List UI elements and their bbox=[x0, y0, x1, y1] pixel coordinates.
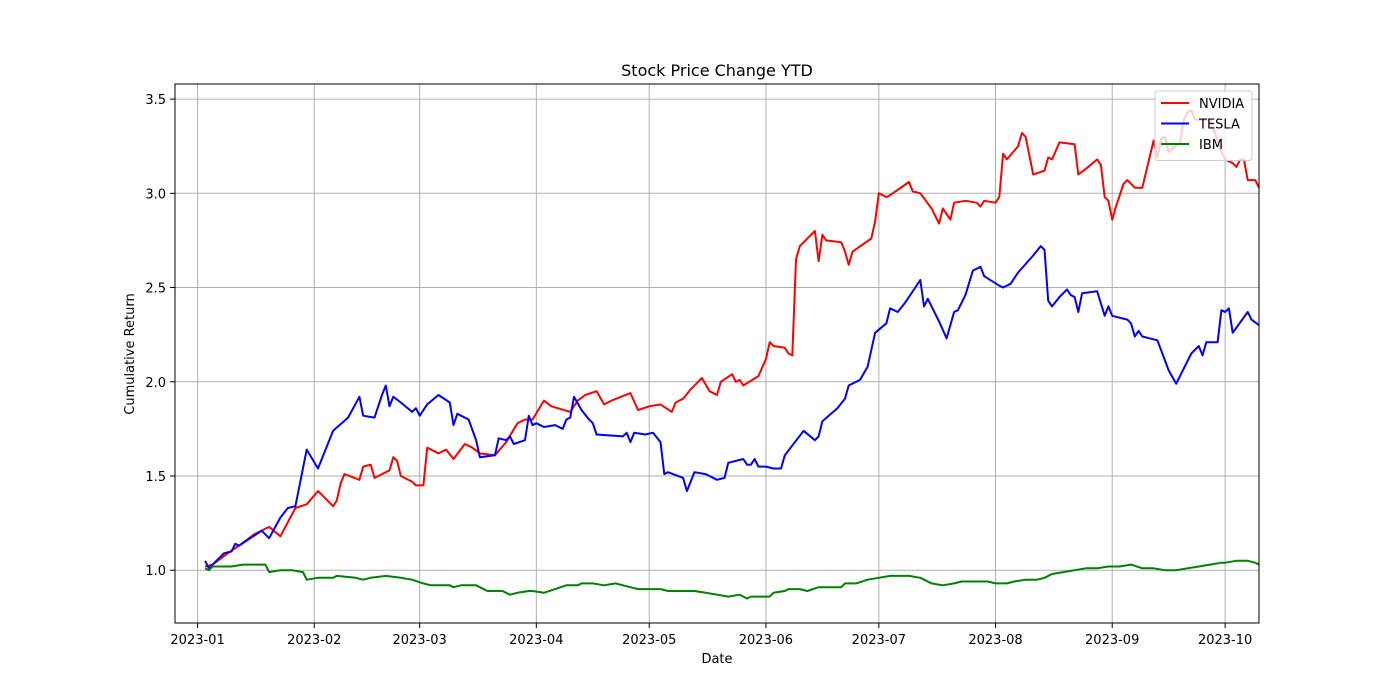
series-line-tesla bbox=[204, 245, 1260, 570]
x-tick-label: 2023-10 bbox=[1198, 633, 1252, 648]
series-line-nvidia bbox=[204, 109, 1260, 568]
series-group bbox=[204, 109, 1260, 600]
x-axis-label: Date bbox=[701, 652, 732, 667]
y-tick-label: 2.0 bbox=[145, 376, 166, 391]
x-tick-label: 2023-01 bbox=[170, 633, 224, 648]
chart-title: Stock Price Change YTD bbox=[621, 61, 813, 80]
x-tick-label: 2023-09 bbox=[1085, 633, 1139, 648]
legend: NVIDIA TESLA IBM bbox=[1154, 90, 1253, 161]
y-tick-label: 1.5 bbox=[145, 470, 166, 485]
legend-label-tesla: TESLA bbox=[1198, 118, 1240, 133]
plot-frame bbox=[174, 83, 1260, 624]
legend-label-ibm: IBM bbox=[1199, 138, 1223, 153]
x-tick-label: 2023-02 bbox=[287, 633, 341, 648]
series-line-ibm bbox=[204, 559, 1260, 600]
y-tick-label: 2.5 bbox=[145, 282, 166, 297]
legend-label-nvidia: NVIDIA bbox=[1199, 97, 1244, 112]
x-axis: 2023-01 2023-02 2023-03 2023-04 2023-05 2023-… bbox=[170, 623, 1252, 648]
x-tick-label: 2023-03 bbox=[392, 633, 446, 648]
x-tick-label: 2023-07 bbox=[852, 633, 906, 648]
x-tick-label: 2023-06 bbox=[739, 633, 793, 648]
y-tick-label: 3.0 bbox=[145, 187, 166, 202]
y-tick-label: 1.0 bbox=[145, 564, 166, 579]
y-axis-label: Cumulative Return bbox=[123, 293, 138, 414]
x-tick-label: 2023-04 bbox=[509, 633, 563, 648]
x-tick-label: 2023-08 bbox=[968, 633, 1022, 648]
y-tick-label: 3.5 bbox=[145, 93, 166, 108]
y-axis: 1.0 1.5 2.0 2.5 3.0 3.5 bbox=[145, 93, 175, 579]
x-tick-label: 2023-05 bbox=[622, 633, 676, 648]
